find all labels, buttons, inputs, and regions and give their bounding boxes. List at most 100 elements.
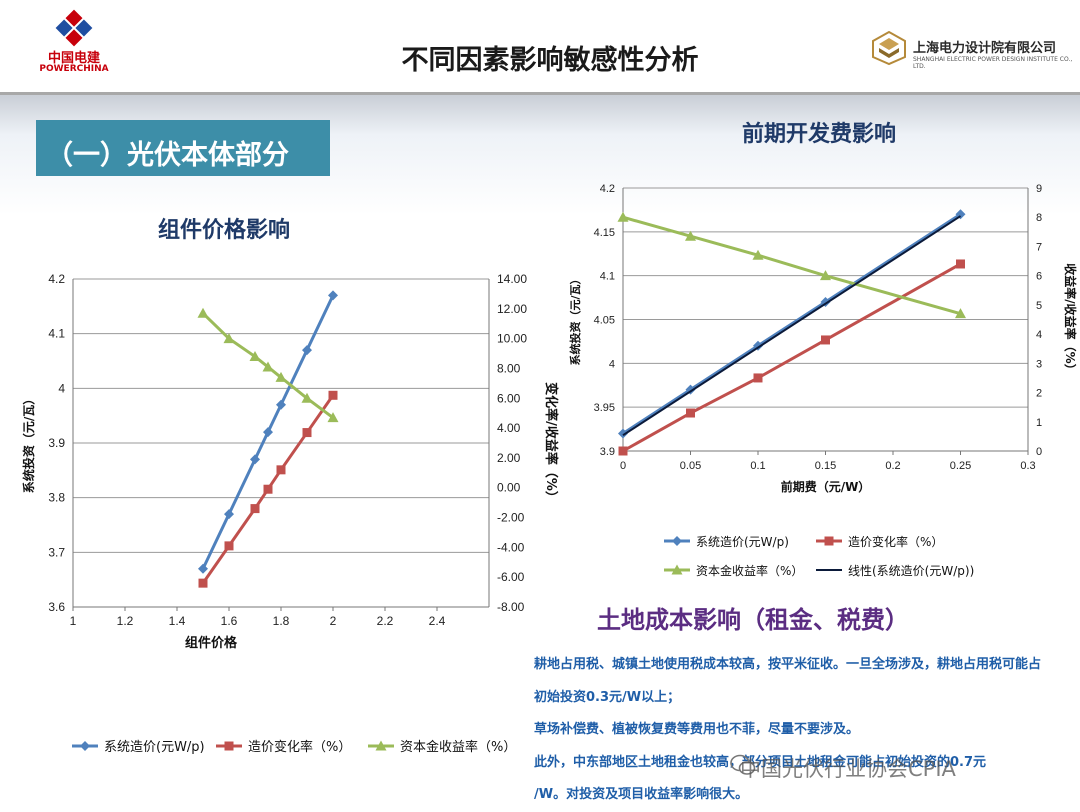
y-right-tick-label: 6.00 bbox=[497, 391, 521, 405]
x-axis-label: 组件价格 bbox=[185, 635, 238, 651]
x-tick-label: 2.2 bbox=[377, 614, 394, 628]
x-tick-label: 1 bbox=[70, 614, 77, 628]
x-tick-label: 0.15 bbox=[815, 460, 836, 472]
y-right-tick-label: 8.00 bbox=[497, 361, 521, 375]
data-point-2 bbox=[955, 308, 966, 319]
watermark-text: 中国光伏行业协会CPIA bbox=[740, 757, 956, 781]
y-right-tick-label: 6 bbox=[1036, 271, 1042, 283]
data-point-0 bbox=[198, 563, 208, 574]
wechat-icon bbox=[730, 754, 756, 775]
y-right-tick-label: 4 bbox=[1036, 329, 1042, 341]
y-right-tick-label: 9 bbox=[1036, 183, 1042, 195]
y-left-tick-label: 4.1 bbox=[600, 271, 615, 283]
chart1-title: 组件价格影响 bbox=[158, 218, 291, 243]
y-right-tick-label: 0.00 bbox=[497, 481, 521, 495]
data-point-1 bbox=[302, 428, 312, 438]
x-tick-label: 0 bbox=[620, 460, 626, 472]
data-point-2 bbox=[327, 412, 339, 423]
header-divider bbox=[0, 92, 1080, 95]
x-tick-label: 1.4 bbox=[169, 614, 186, 628]
y-left-tick-label: 4 bbox=[609, 358, 615, 370]
legend-marker bbox=[224, 741, 234, 751]
data-point-1 bbox=[198, 578, 208, 588]
data-point-0 bbox=[328, 290, 338, 301]
section-label: （一）光伏本体部分 bbox=[46, 140, 289, 171]
x-tick-label: 0.25 bbox=[950, 460, 971, 472]
data-point-0 bbox=[302, 345, 312, 356]
x-tick-label: 1.6 bbox=[221, 614, 238, 628]
y-right-axis-label: 收益率/收益率（%） bbox=[1063, 263, 1078, 375]
data-point-2 bbox=[617, 211, 629, 222]
y-right-tick-label: 12.00 bbox=[497, 302, 527, 316]
y-left-axis-label: 系统投资（元/瓦） bbox=[21, 393, 36, 493]
data-point-1 bbox=[956, 259, 965, 269]
legend-marker bbox=[671, 564, 683, 575]
legend-marker bbox=[672, 536, 682, 546]
y-right-tick-label: 2 bbox=[1036, 388, 1042, 400]
x-tick-label: 2 bbox=[330, 614, 337, 628]
data-point-1 bbox=[753, 373, 763, 383]
data-point-0 bbox=[250, 454, 260, 465]
data-point-2 bbox=[752, 249, 764, 260]
legend-label: 系统造价(元W/p) bbox=[696, 535, 789, 549]
y-left-tick-label: 3.95 bbox=[594, 402, 615, 414]
y-right-tick-label: 5 bbox=[1036, 300, 1042, 312]
x-tick-label: 0.3 bbox=[1020, 460, 1035, 472]
page-title: 不同因素影响敏感性分析 bbox=[401, 45, 699, 76]
y-left-tick-label: 4.2 bbox=[600, 183, 615, 195]
development-fee-chart: 3.9 3.95 4 4.05 4.1 4.15 4.2 0 1 2 3 4 5 6 7 8 9 0 0.05 0.1… bbox=[568, 183, 1078, 578]
data-point-1 bbox=[821, 335, 830, 345]
y-left-tick-label: 3.9 bbox=[48, 436, 65, 450]
legend-label: 造价变化率（%） bbox=[848, 534, 943, 549]
data-point-2 bbox=[262, 361, 274, 372]
y-right-tick-label: -2.00 bbox=[497, 511, 525, 525]
y-right-tick-label: -6.00 bbox=[497, 570, 525, 584]
data-point-2 bbox=[197, 307, 209, 318]
data-point-1 bbox=[263, 484, 273, 494]
y-left-tick-label: 3.6 bbox=[48, 600, 65, 614]
data-point-2 bbox=[820, 270, 831, 281]
data-point-0 bbox=[263, 427, 273, 438]
data-point-1 bbox=[276, 465, 286, 475]
legend-marker bbox=[80, 741, 90, 751]
data-point-0 bbox=[224, 509, 234, 520]
y-right-tick-label: 2.00 bbox=[497, 451, 521, 465]
x-tick-label: 1.8 bbox=[273, 614, 290, 628]
data-point-0 bbox=[276, 399, 286, 410]
data-point-1 bbox=[250, 504, 260, 514]
y-left-tick-label: 3.8 bbox=[48, 491, 65, 505]
slide-background bbox=[0, 95, 1080, 812]
x-tick-label: 0.2 bbox=[885, 460, 900, 472]
y-right-tick-label: 1 bbox=[1036, 417, 1042, 429]
x-tick-label: 2.4 bbox=[429, 614, 446, 628]
data-point-2 bbox=[685, 230, 696, 241]
y-left-tick-label: 3.9 bbox=[600, 446, 615, 458]
y-right-tick-label: -4.00 bbox=[497, 540, 525, 554]
legend-label: 造价变化率（%） bbox=[248, 739, 351, 755]
series-line-0 bbox=[622, 213, 962, 435]
left-logo-english: POWERCHINA bbox=[39, 64, 109, 74]
legend-label: 资本金收益率（%） bbox=[696, 563, 803, 578]
x-axis-label: 前期费（元/W） bbox=[781, 479, 871, 494]
data-point-1 bbox=[618, 446, 628, 456]
data-point-2 bbox=[249, 351, 261, 362]
data-point-2 bbox=[275, 371, 287, 382]
legend-marker bbox=[375, 740, 387, 751]
y-left-tick-label: 4.15 bbox=[594, 227, 615, 239]
sepd-logo-icon bbox=[872, 30, 906, 66]
y-right-tick-label: 8 bbox=[1036, 212, 1042, 224]
y-right-tick-label: -8.00 bbox=[497, 600, 525, 614]
series-line-3 bbox=[622, 215, 962, 437]
legend-label: 资本金收益率（%） bbox=[400, 739, 516, 755]
right-logo-chinese: 上海电力设计院有限公司 bbox=[913, 41, 1057, 56]
data-point-0 bbox=[618, 428, 628, 439]
y-right-tick-label: 10.00 bbox=[497, 332, 527, 346]
y-left-tick-label: 4.05 bbox=[594, 315, 615, 327]
header-bar bbox=[0, 0, 1080, 92]
y-right-tick-label: 4.00 bbox=[497, 421, 521, 435]
powerchina-logo-icon bbox=[55, 9, 93, 47]
land-text-line-4: 此外，中东部地区土地租金也较高，部分项目土地租金可能占初始投资的0.7元 bbox=[534, 755, 987, 770]
data-point-1 bbox=[224, 541, 234, 551]
chart2-title: 前期开发费影响 bbox=[742, 122, 897, 147]
data-point-1 bbox=[328, 390, 338, 400]
